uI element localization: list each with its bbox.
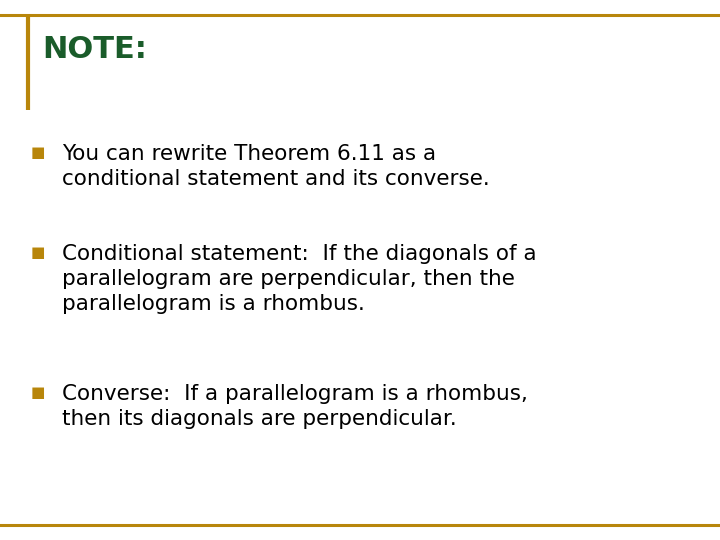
Text: ■: ■ [31, 145, 45, 160]
Text: NOTE:: NOTE: [42, 36, 147, 64]
Text: Conditional statement:  If the diagonals of a
parallelogram are perpendicular, t: Conditional statement: If the diagonals … [62, 244, 536, 314]
Text: ■: ■ [31, 245, 45, 260]
Text: You can rewrite Theorem 6.11 as a
conditional statement and its converse.: You can rewrite Theorem 6.11 as a condit… [62, 144, 490, 189]
Text: ■: ■ [31, 385, 45, 400]
Text: Converse:  If a parallelogram is a rhombus,
then its diagonals are perpendicular: Converse: If a parallelogram is a rhombu… [62, 384, 528, 429]
